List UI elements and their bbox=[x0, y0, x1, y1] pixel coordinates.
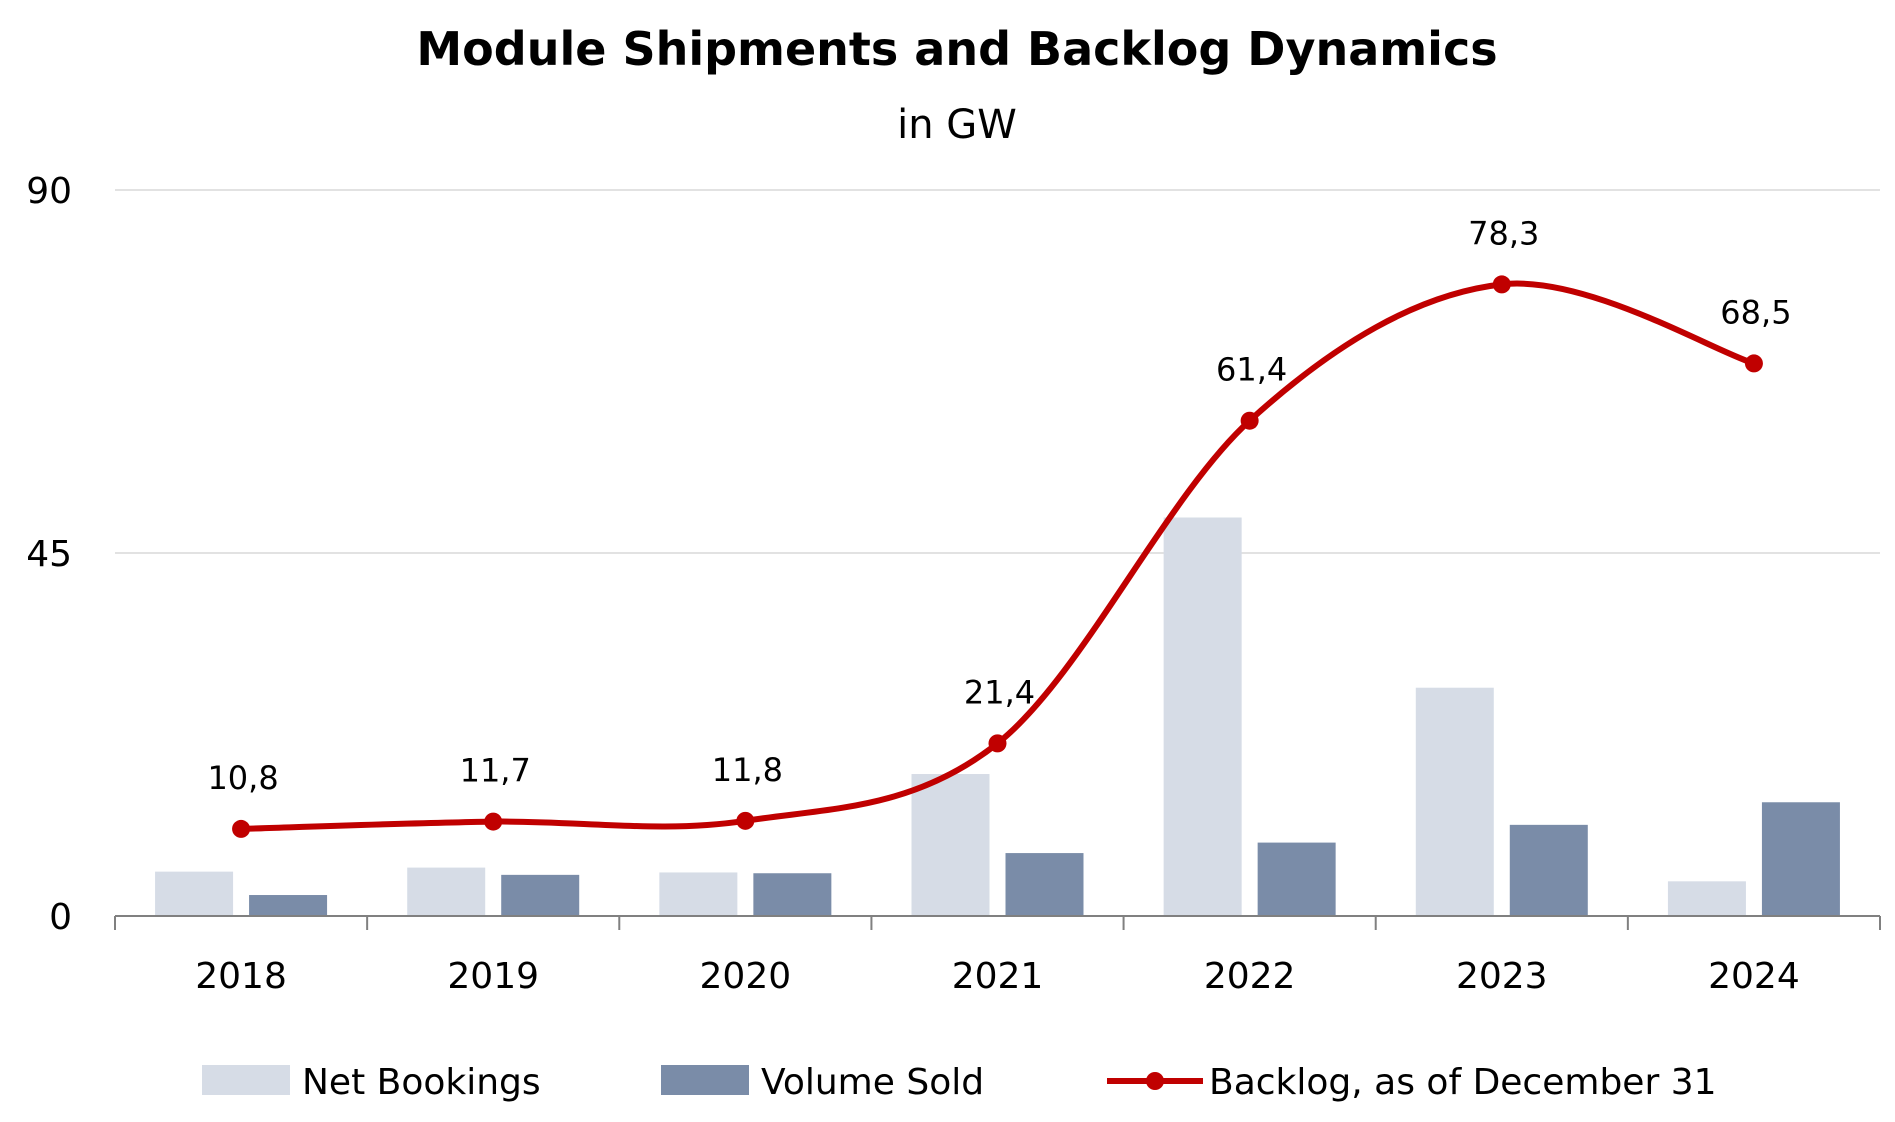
backlog-label-2020: 11,8 bbox=[712, 751, 783, 789]
backlog-point-2021 bbox=[988, 734, 1007, 753]
legend-label-0: Net Bookings bbox=[302, 1062, 541, 1103]
y-tick-label: 90 bbox=[26, 171, 72, 212]
backlog-label-2022: 61,4 bbox=[1216, 351, 1287, 389]
line-layer bbox=[232, 275, 1763, 838]
bar-net-bookings-2021 bbox=[911, 774, 990, 916]
backlog-label-2023: 78,3 bbox=[1468, 214, 1539, 252]
bar-volume-sold-2018 bbox=[249, 895, 328, 916]
x-tick-label-2021: 2021 bbox=[952, 956, 1044, 997]
grid-layer bbox=[115, 189, 1880, 554]
y-tick-label: 45 bbox=[26, 534, 72, 575]
y-tick-label: 0 bbox=[49, 897, 72, 938]
bar-volume-sold-2019 bbox=[501, 874, 580, 916]
bar-net-bookings-2024 bbox=[1667, 881, 1746, 916]
bar-net-bookings-2023 bbox=[1415, 687, 1494, 916]
backlog-label-2019: 11,7 bbox=[460, 752, 531, 790]
backlog-label-2024: 68,5 bbox=[1720, 293, 1791, 331]
x-tick-label-2019: 2019 bbox=[447, 956, 539, 997]
bar-volume-sold-2022 bbox=[1257, 842, 1336, 916]
bar-net-bookings-2018 bbox=[155, 871, 234, 916]
chart-title: Module Shipments and Backlog Dynamics bbox=[416, 22, 1497, 76]
backlog-point-2018 bbox=[232, 819, 251, 838]
backlog-label-2021: 21,4 bbox=[964, 673, 1035, 711]
legend-swatch-0 bbox=[202, 1065, 290, 1095]
x-tick-label-2022: 2022 bbox=[1204, 956, 1296, 997]
chart-subtitle: in GW bbox=[897, 102, 1017, 148]
backlog-point-2019 bbox=[484, 812, 503, 831]
legend-swatch-1 bbox=[661, 1065, 749, 1095]
bar-volume-sold-2023 bbox=[1509, 824, 1588, 916]
bar-volume-sold-2021 bbox=[1005, 853, 1084, 916]
bar-volume-sold-2020 bbox=[753, 873, 832, 916]
backlog-label-2018: 10,8 bbox=[207, 759, 278, 797]
bar-net-bookings-2019 bbox=[407, 867, 486, 916]
bar-layer bbox=[155, 517, 1840, 916]
axis-layer: 0 45 90 2018 2019 2020 2021 2022 2023 2024 bbox=[26, 171, 1881, 997]
bar-net-bookings-2020 bbox=[659, 872, 738, 916]
x-tick-label-2020: 2020 bbox=[700, 956, 792, 997]
legend-label-1: Volume Sold bbox=[761, 1062, 984, 1103]
bar-volume-sold-2024 bbox=[1761, 802, 1840, 916]
x-tick-label-2023: 2023 bbox=[1456, 956, 1548, 997]
legend: Net Bookings Volume Sold Backlog, as of De… bbox=[202, 1062, 1717, 1103]
x-tick-label-2018: 2018 bbox=[195, 956, 287, 997]
backlog-point-2024 bbox=[1744, 354, 1763, 373]
legend-swatch-marker bbox=[1146, 1072, 1164, 1090]
backlog-point-2023 bbox=[1492, 275, 1511, 294]
bar-net-bookings-2022 bbox=[1163, 517, 1242, 916]
backlog-point-2020 bbox=[736, 811, 755, 830]
x-tick-label-2024: 2024 bbox=[1708, 956, 1800, 997]
label-layer: 10,8 11,7 11,8 21,4 61,4 78,3 68,5 bbox=[207, 214, 1791, 797]
backlog-point-2022 bbox=[1240, 411, 1259, 430]
legend-label-2: Backlog, as of December 31 bbox=[1209, 1062, 1717, 1103]
